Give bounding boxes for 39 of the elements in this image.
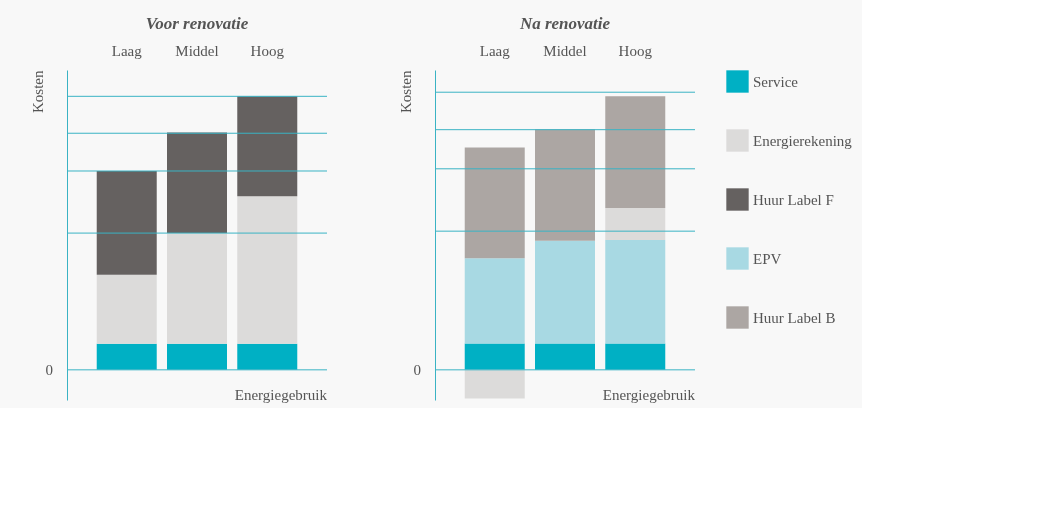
legend-label: Huur Label F <box>753 191 834 208</box>
bar <box>96 170 157 275</box>
y-axis-title: Kosten <box>29 70 46 113</box>
x-tick-label: Laag <box>111 42 143 59</box>
legend-label: EPV <box>753 250 782 267</box>
x-tick-label: Laag <box>479 42 511 59</box>
y-axis-title: Kosten <box>397 70 414 113</box>
bar <box>605 96 666 208</box>
bar <box>167 343 227 370</box>
bar <box>237 196 298 344</box>
bar <box>464 258 525 344</box>
bar <box>464 147 525 259</box>
bar <box>167 233 227 344</box>
bar <box>535 129 595 241</box>
bar <box>605 239 666 344</box>
x-tick-label: Hoog <box>618 42 653 59</box>
legend-label: Energierekening <box>753 132 853 149</box>
ref-line-label: 0 <box>45 361 53 378</box>
chart-title: Voor renovatie <box>145 14 249 33</box>
bar <box>464 369 525 399</box>
x-tick-label: Middel <box>175 42 219 59</box>
bar <box>96 274 157 344</box>
x-tick-label: Hoog <box>250 42 285 59</box>
bar <box>464 343 525 370</box>
bar <box>237 343 298 370</box>
bar <box>535 343 595 370</box>
bar <box>605 343 666 370</box>
x-axis-title: Energiegebruik <box>234 386 328 403</box>
legend-label: Service <box>753 73 799 90</box>
bar <box>167 132 227 234</box>
bar <box>535 240 595 344</box>
x-axis-title: Energiegebruik <box>602 386 696 403</box>
x-tick-label: Middel <box>543 42 587 59</box>
bar <box>96 343 157 370</box>
bar <box>605 207 666 240</box>
chart-title: Na renovatie <box>518 14 611 33</box>
bar <box>237 96 298 197</box>
legend-label: Huur Label B <box>753 309 836 326</box>
ref-line-label: 0 <box>413 361 421 378</box>
